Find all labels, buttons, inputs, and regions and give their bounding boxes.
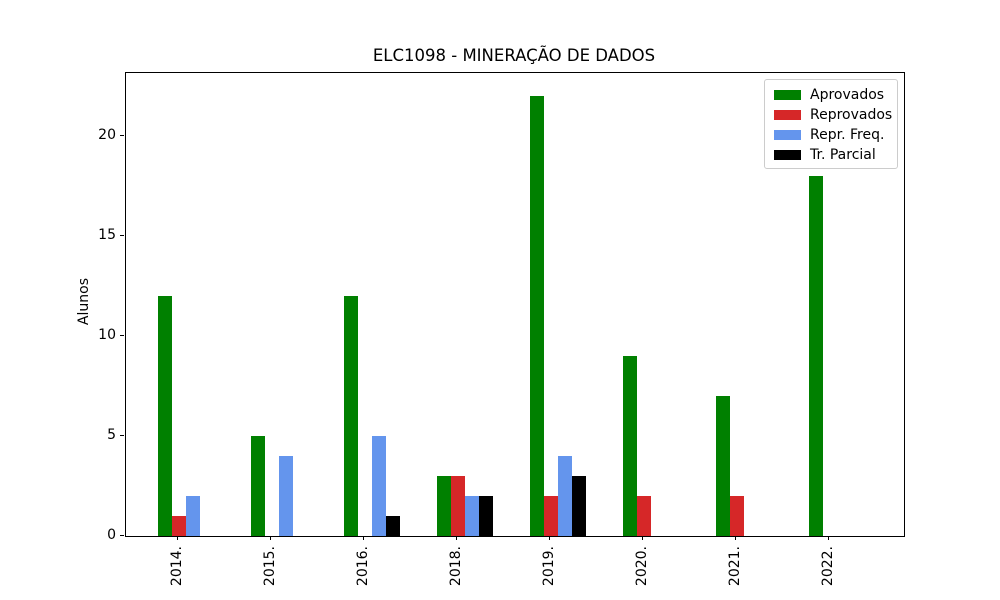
- bar-reprovados-2020: [636, 496, 651, 536]
- y-tick-label: 0: [107, 527, 116, 543]
- bar-aprovados-2015: [250, 436, 265, 536]
- legend-label: Aprovados: [810, 87, 885, 103]
- bar-repr-freq-2016: [371, 436, 386, 536]
- bar-reprovados-2018: [450, 476, 465, 536]
- y-tick-label: 15: [98, 227, 116, 243]
- bar-aprovados-2018: [436, 476, 451, 536]
- legend-label: Tr. Parcial: [810, 147, 876, 163]
- y-tick-mark: [120, 535, 124, 536]
- legend-swatch-icon: [774, 130, 801, 140]
- legend-item-tr-parcial: Tr. Parcial: [774, 145, 897, 165]
- x-tick-label: 2022.: [819, 546, 836, 587]
- legend: Aprovados Reprovados Repr. Freq. Tr. Parcia…: [764, 79, 898, 169]
- legend-swatch-icon: [774, 90, 801, 100]
- bar-reprovados-2019: [543, 496, 558, 536]
- legend-label: Repr. Freq.: [810, 127, 885, 143]
- chart-title: ELC1098 - MINERAÇÃO DE DADOS: [372, 46, 656, 65]
- bar-repr-freq-2014: [185, 496, 200, 536]
- bar-aprovados-2016: [343, 296, 358, 536]
- bar-aprovados-2021: [715, 396, 730, 536]
- x-tick-label: 2020.: [633, 546, 650, 587]
- bar-tr-parcial-2018: [478, 496, 493, 536]
- legend-swatch-icon: [774, 110, 801, 120]
- legend-item-aprovados: Aprovados: [774, 85, 897, 105]
- bar-reprovados-2014: [171, 516, 186, 536]
- bar-aprovados-2022: [808, 176, 823, 536]
- y-tick-mark: [120, 135, 124, 136]
- y-tick-label: 10: [98, 327, 116, 343]
- y-tick-mark: [120, 335, 124, 336]
- y-tick-mark: [120, 435, 124, 436]
- x-tick-label: 2015.: [261, 546, 278, 587]
- x-tick-label: 2018.: [447, 546, 464, 587]
- x-tick-label: 2016.: [354, 546, 371, 587]
- y-tick-mark: [120, 235, 124, 236]
- bars-layer: [126, 73, 904, 536]
- bar-aprovados-2014: [157, 296, 172, 536]
- y-tick-label: 5: [107, 427, 116, 443]
- bar-tr-parcial-2019: [571, 476, 586, 536]
- x-tick-label: 2014.: [168, 546, 185, 587]
- legend-item-repr-freq: Repr. Freq.: [774, 125, 897, 145]
- bar-repr-freq-2019: [557, 456, 572, 536]
- bar-aprovados-2020: [622, 356, 637, 536]
- y-tick-label: 20: [98, 127, 116, 143]
- x-tick-label: 2019.: [540, 546, 557, 587]
- bar-tr-parcial-2016: [385, 516, 400, 536]
- legend-label: Reprovados: [810, 107, 893, 123]
- y-axis-label: Alunos: [76, 278, 92, 326]
- bar-aprovados-2019: [529, 96, 544, 536]
- bar-repr-freq-2015: [278, 456, 293, 536]
- bar-reprovados-2021: [729, 496, 744, 536]
- legend-swatch-icon: [774, 150, 801, 160]
- plot-area: Aprovados Reprovados Repr. Freq. Tr. Parcia…: [125, 72, 905, 537]
- x-tick-label: 2021.: [726, 546, 743, 587]
- legend-item-reprovados: Reprovados: [774, 105, 897, 125]
- bar-repr-freq-2018: [464, 496, 479, 536]
